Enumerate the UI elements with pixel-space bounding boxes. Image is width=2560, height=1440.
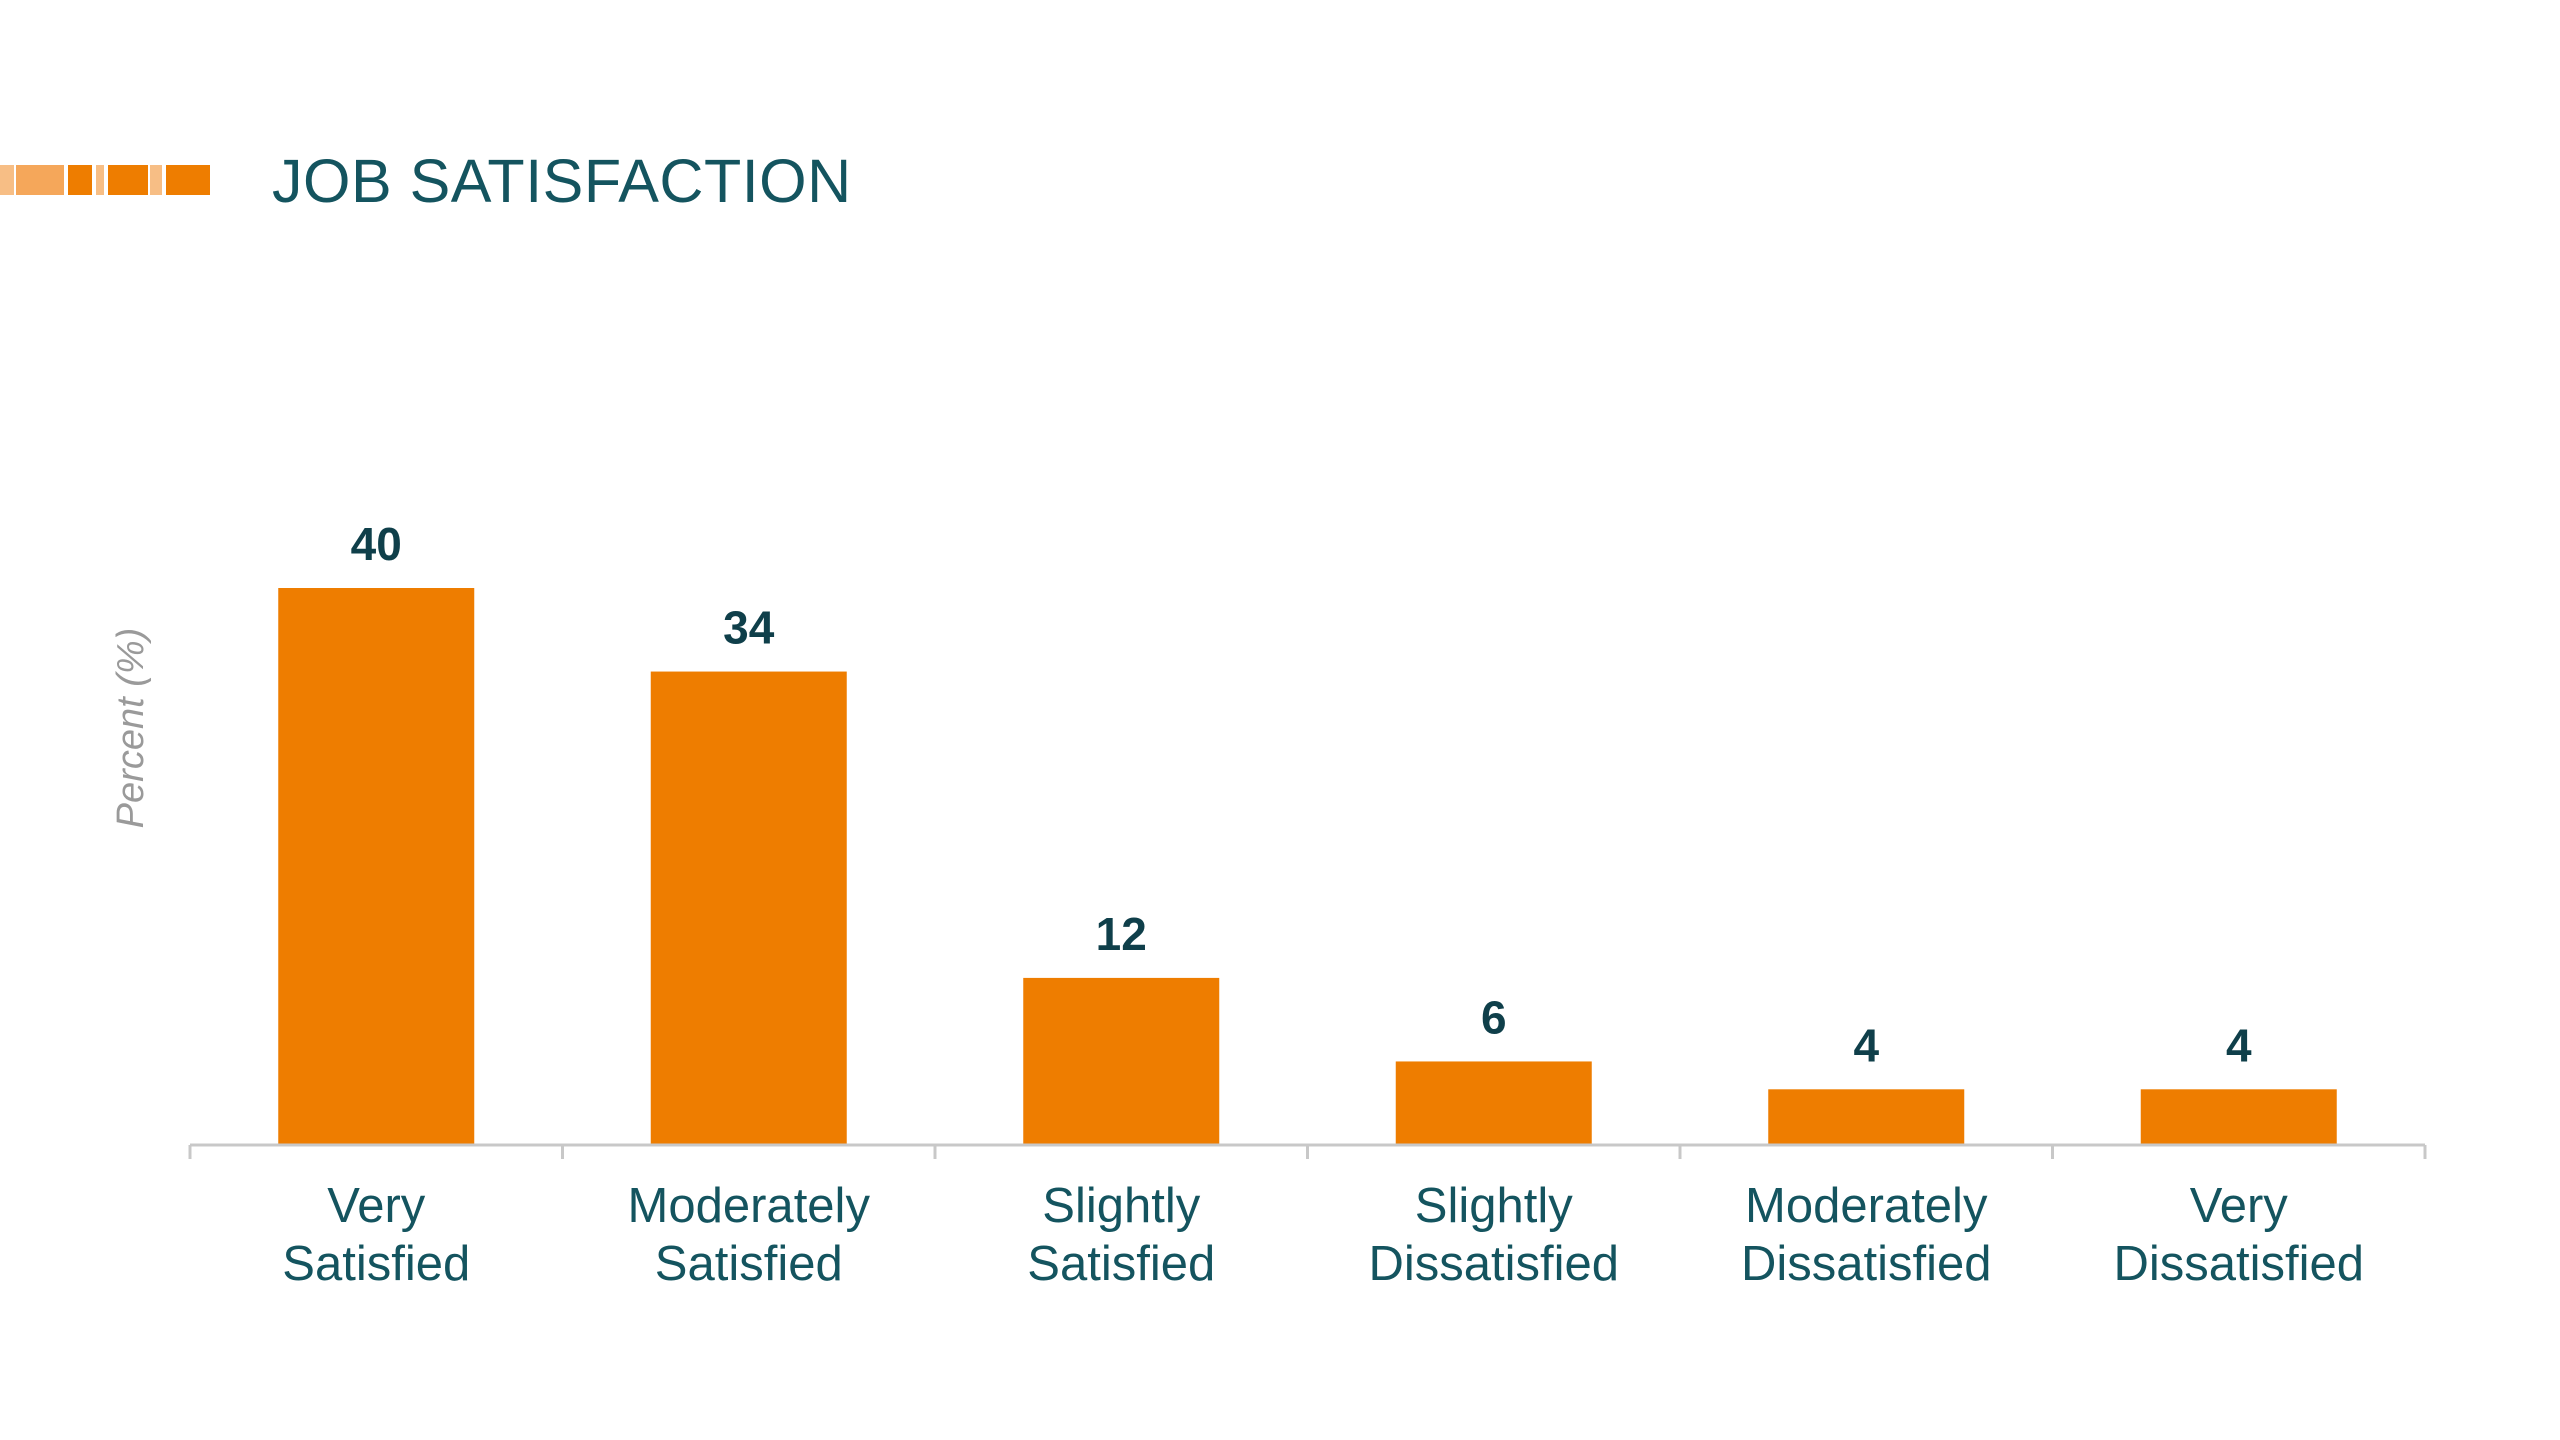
category-label: Moderately Satisfied	[628, 1179, 871, 1291]
category-label-line: Satisfied	[282, 1237, 470, 1291]
bar	[1768, 1089, 1965, 1145]
category-label-line: Satisfied	[1027, 1237, 1215, 1291]
category-label-line: Slightly	[1415, 1179, 1573, 1233]
bar-value-label: 6	[1481, 991, 1507, 1043]
bar	[1023, 977, 1220, 1145]
bar-value-label: 4	[1853, 1019, 1879, 1071]
bar-value-label: 40	[351, 518, 402, 570]
decoration-block	[108, 165, 148, 195]
bar-value-label: 12	[1096, 908, 1147, 960]
bar	[2140, 1089, 2337, 1145]
decoration-block	[0, 165, 14, 195]
slide-title: JOB SATISFACTION	[272, 147, 852, 215]
bar	[650, 671, 847, 1145]
category-label-line: Dissatisfied	[1368, 1237, 1619, 1291]
bar	[1395, 1061, 1592, 1145]
category-label-line: Slightly	[1042, 1179, 1200, 1233]
category-label-line: Moderately	[1745, 1179, 1988, 1233]
category-label-line: Very	[327, 1179, 426, 1233]
decoration-block	[150, 165, 162, 195]
category-label: Slightly Dissatisfied	[1368, 1179, 1619, 1291]
bar-value-label: 34	[723, 602, 775, 654]
decoration-block	[16, 165, 64, 195]
decoration-block	[166, 165, 210, 195]
bar	[278, 588, 475, 1145]
category-label: Very Dissatisfied	[2113, 1179, 2364, 1291]
bar-value-label: 4	[2226, 1019, 2252, 1071]
category-label: Very Satisfied	[282, 1179, 470, 1291]
category-label-line: Dissatisfied	[1741, 1237, 1992, 1291]
category-label-line: Moderately	[628, 1179, 871, 1233]
y-axis-label: Percent (%)	[110, 628, 152, 829]
decoration-block	[96, 165, 104, 195]
category-label-line: Dissatisfied	[2113, 1237, 2364, 1291]
category-label: Slightly Satisfied	[1027, 1179, 1215, 1291]
decoration-block	[68, 165, 92, 195]
category-label: Moderately Dissatisfied	[1741, 1179, 1992, 1291]
category-label-line: Satisfied	[655, 1237, 843, 1291]
title-decoration	[0, 165, 210, 195]
category-label-line: Very	[2190, 1179, 2289, 1233]
